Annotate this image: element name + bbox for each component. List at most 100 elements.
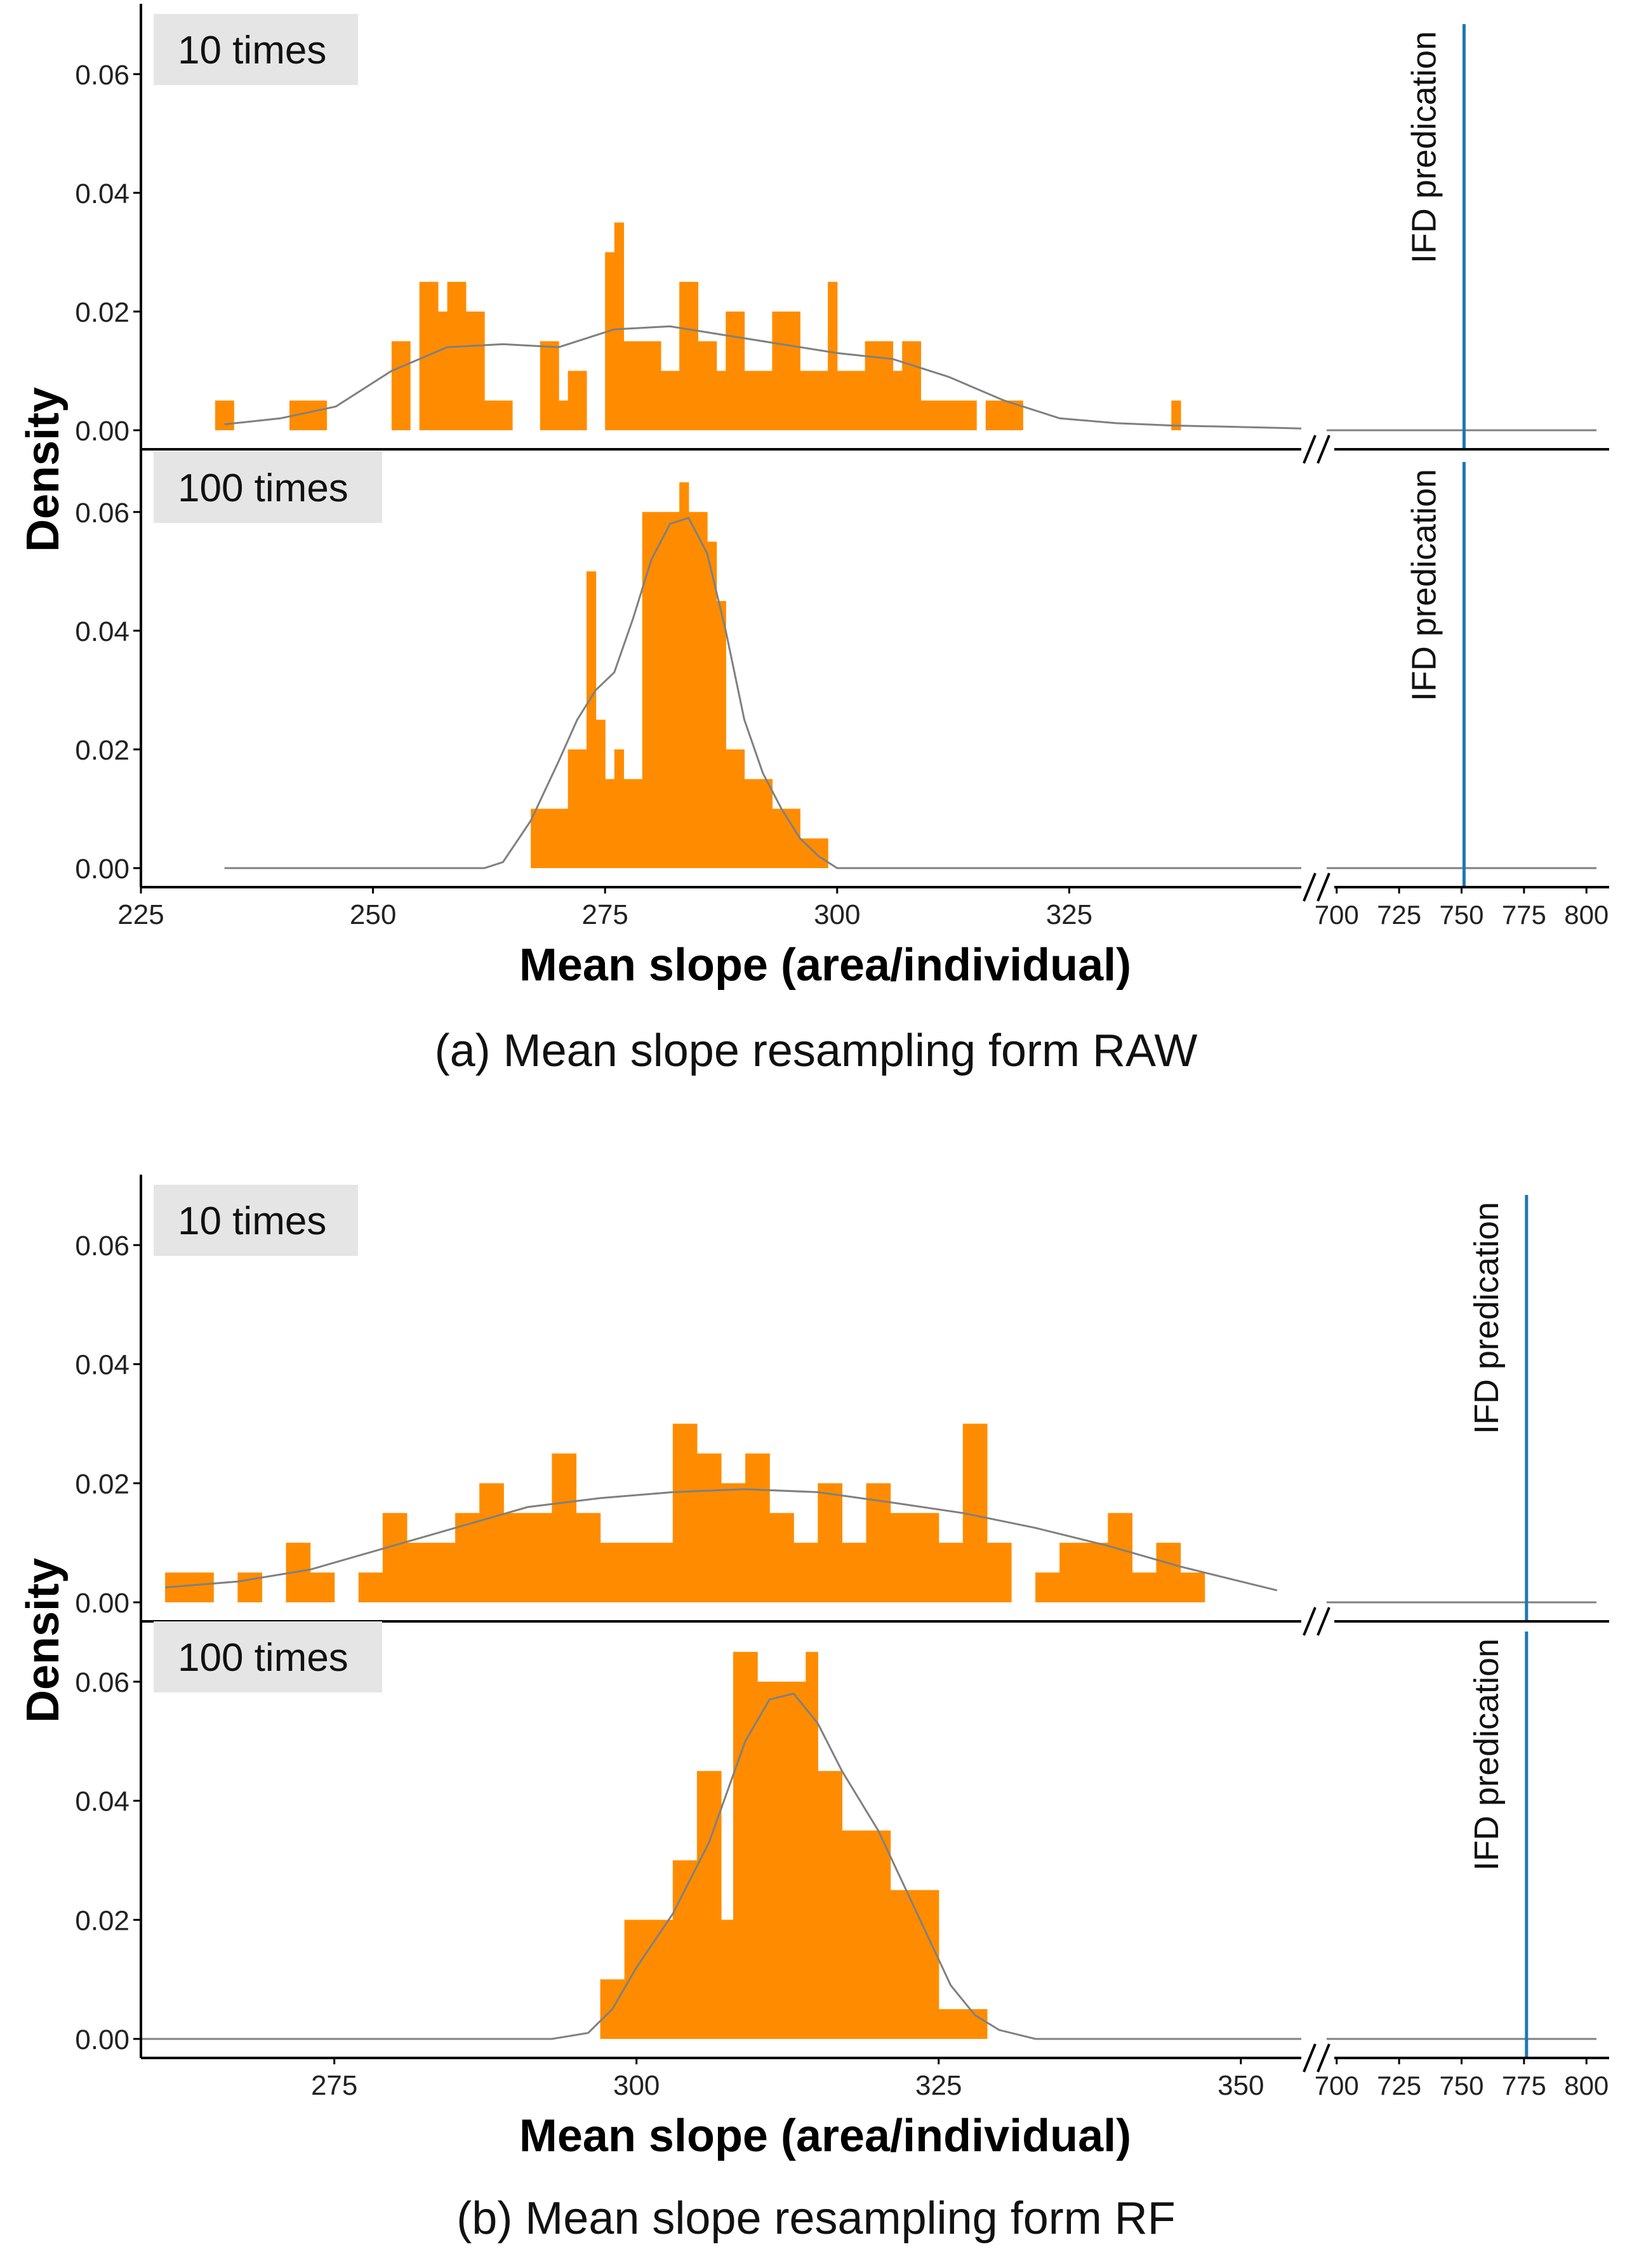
- ifd-label: IFD predication: [1405, 469, 1443, 701]
- histogram-bar: [358, 1572, 383, 1602]
- histogram-bar: [672, 1860, 698, 2039]
- axis-break-mark: [1317, 873, 1330, 902]
- histogram-bar: [310, 1572, 335, 1602]
- density-curve: [224, 517, 1301, 869]
- x-tick-label: 275: [581, 899, 628, 930]
- x-tick-label: 800: [1564, 2071, 1609, 2100]
- histogram-bar: [744, 371, 773, 430]
- y-tick-label: 0.02: [75, 1468, 129, 1500]
- histogram-bar: [672, 1423, 698, 1602]
- histogram-bar: [419, 282, 439, 430]
- panel-100-times: IFD predication 0.00 0.02 0.04 0.06 100 times: [75, 442, 1609, 902]
- histogram-bar: [484, 400, 513, 430]
- histogram-bar: [707, 541, 717, 868]
- x-axis-title: Mean slope (area/individual): [519, 2111, 1131, 2161]
- ifd-label: IFD predication: [1405, 31, 1443, 263]
- axis-break-mark: [1317, 435, 1330, 464]
- x-tick-label: 800: [1564, 900, 1609, 930]
- histogram-bar: [406, 1543, 456, 1602]
- axis-break-mark: [1317, 1607, 1330, 1636]
- x-axis-title: Mean slope (area/individual): [519, 940, 1131, 991]
- histogram-bar: [745, 1453, 770, 1602]
- panel-10-times: IFD predication 0.00 0.02 0.04 0.06 10 times: [75, 4, 1609, 464]
- axis-break-mark: [1303, 2043, 1317, 2073]
- histogram-bar: [540, 341, 559, 430]
- x-tick-label: 275: [311, 2070, 357, 2101]
- x-tick-label: 725: [1377, 900, 1421, 930]
- y-tick-label: 0.06: [75, 498, 129, 529]
- x-tick-label: 775: [1502, 2071, 1546, 2100]
- histogram-bar: [818, 1483, 843, 1602]
- histogram-bar: [890, 1513, 915, 1602]
- y-tick-label: 0.00: [75, 1588, 129, 1619]
- facet-strip: [154, 1185, 358, 1256]
- facet-label: 100 times: [178, 466, 348, 510]
- x-tick-label: 300: [613, 2070, 660, 2101]
- histogram-bar: [1156, 1543, 1181, 1602]
- histogram-bar: [614, 222, 625, 430]
- histogram-bar: [1132, 1572, 1157, 1602]
- histogram-bar: [614, 749, 625, 868]
- density-curve: [164, 1488, 1278, 1592]
- histogram-bar: [721, 1483, 746, 1602]
- histogram-bar: [531, 808, 550, 868]
- histogram-bar: [559, 400, 569, 430]
- histogram-bar: [890, 1890, 915, 2039]
- histogram-bar: [938, 2009, 964, 2039]
- histogram-bar: [549, 808, 569, 868]
- facet-label: 100 times: [178, 1636, 348, 1680]
- histogram-bar: [552, 1453, 577, 1602]
- y-axis-title: Density: [18, 1558, 69, 1723]
- x-tick-label: 300: [814, 899, 860, 930]
- y-tick-label: 0.00: [75, 854, 129, 885]
- histogram-bar: [866, 1483, 891, 1602]
- histogram-bar: [781, 1682, 806, 2039]
- histogram-bar: [892, 371, 903, 430]
- histogram-bar: [757, 1682, 782, 2039]
- histogram-bar: [437, 311, 448, 430]
- y-tick-label: 0.04: [75, 1786, 129, 1817]
- histogram-bar: [605, 779, 615, 868]
- histogram-bar: [660, 371, 680, 430]
- histogram-bar: [623, 341, 643, 430]
- histogram-bar: [455, 1513, 480, 1602]
- panel-100-times: IFD predication 0.00 0.02 0.04 0.06 100 times: [75, 1611, 1609, 2073]
- histogram-bar: [679, 282, 699, 430]
- histogram-bar: [726, 749, 745, 868]
- histogram-bar: [1035, 1572, 1060, 1602]
- histogram-bar: [648, 1543, 673, 1602]
- histogram-bar: [237, 1572, 263, 1602]
- histogram-bar: [1171, 400, 1181, 430]
- histogram-bar: [1180, 1572, 1205, 1602]
- histogram-bar: [688, 511, 708, 868]
- x-tick-label: 725: [1377, 2071, 1421, 2100]
- histogram-bar: [846, 371, 866, 430]
- y-tick-label: 0.04: [75, 616, 129, 647]
- histogram-bar: [624, 1920, 649, 2039]
- histogram-bar: [696, 1453, 722, 1602]
- x-tick-label: 325: [1046, 899, 1092, 930]
- facet-strip: [154, 1621, 382, 1692]
- histogram-bar: [624, 1543, 649, 1602]
- axis-break-mark: [1317, 2043, 1330, 2073]
- histogram-bar: [215, 400, 234, 430]
- histogram-bar: [479, 1483, 504, 1602]
- x-tick-label: 775: [1502, 900, 1546, 930]
- histogram-bar: [456, 282, 467, 430]
- x-tick-label: 700: [1315, 900, 1359, 930]
- axis-break-mark: [1303, 1607, 1317, 1636]
- histogram-bar: [503, 1513, 553, 1602]
- x-tick-label: 325: [915, 2070, 962, 2101]
- facet-strip: [154, 452, 382, 523]
- x-tick-label: 350: [1217, 2070, 1264, 2101]
- histogram-bar: [920, 400, 977, 430]
- histogram-bar: [914, 1513, 939, 1602]
- density-curve: [224, 325, 1302, 430]
- histogram-bar: [818, 371, 828, 430]
- y-tick-label: 0.04: [75, 178, 129, 209]
- y-tick-label: 0.02: [75, 297, 129, 328]
- y-tick-label: 0.00: [75, 2024, 129, 2055]
- histogram-bar: [842, 1543, 867, 1602]
